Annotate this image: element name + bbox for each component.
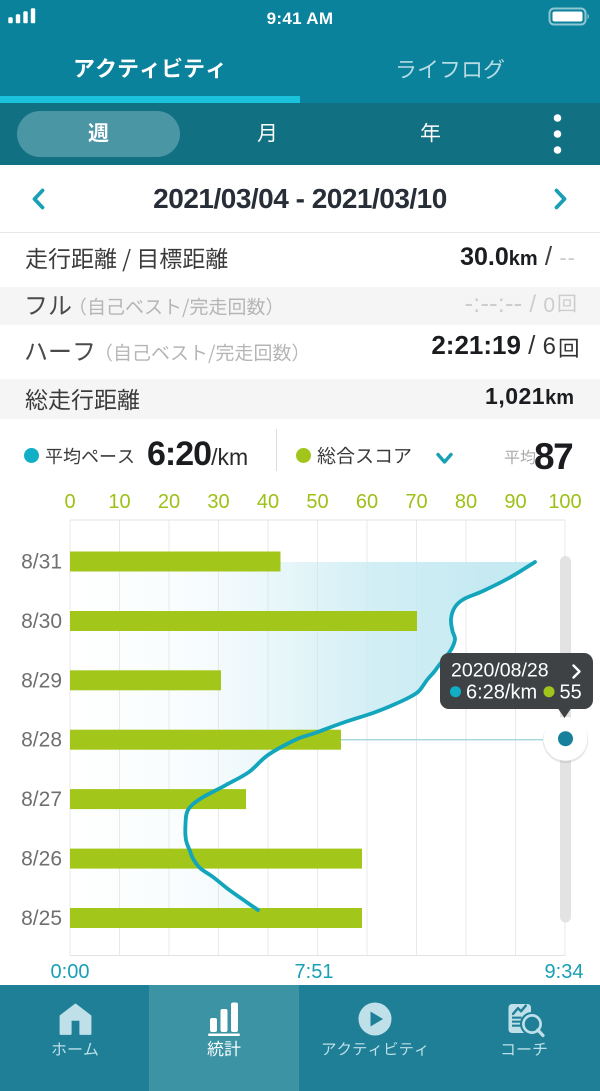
- svg-text:20: 20: [158, 491, 180, 513]
- svg-text:55: 55: [560, 682, 582, 704]
- svg-text:7:51: 7:51: [295, 961, 334, 983]
- svg-text:8/30: 8/30: [21, 610, 62, 633]
- svg-text:0: 0: [64, 491, 75, 513]
- svg-text:90: 90: [504, 491, 526, 513]
- svg-text:100: 100: [548, 491, 581, 513]
- svg-text:8/29: 8/29: [21, 669, 62, 692]
- svg-text:50: 50: [306, 491, 328, 513]
- svg-text:8/28: 8/28: [21, 729, 62, 752]
- svg-text:30: 30: [207, 491, 229, 513]
- svg-text:0:00: 0:00: [51, 961, 90, 983]
- svg-text:8/26: 8/26: [21, 848, 62, 871]
- svg-text:60: 60: [356, 491, 378, 513]
- svg-text:9:34: 9:34: [545, 961, 584, 983]
- svg-text:40: 40: [257, 491, 279, 513]
- svg-text:70: 70: [405, 491, 427, 513]
- svg-text:80: 80: [455, 491, 477, 513]
- svg-text:10: 10: [108, 491, 130, 513]
- svg-text:8/31: 8/31: [21, 551, 62, 574]
- svg-text:8/25: 8/25: [21, 907, 62, 930]
- svg-text:8/27: 8/27: [21, 788, 62, 811]
- svg-text:6:28/km: 6:28/km: [466, 682, 537, 704]
- svg-text:2020/08/28: 2020/08/28: [451, 660, 549, 682]
